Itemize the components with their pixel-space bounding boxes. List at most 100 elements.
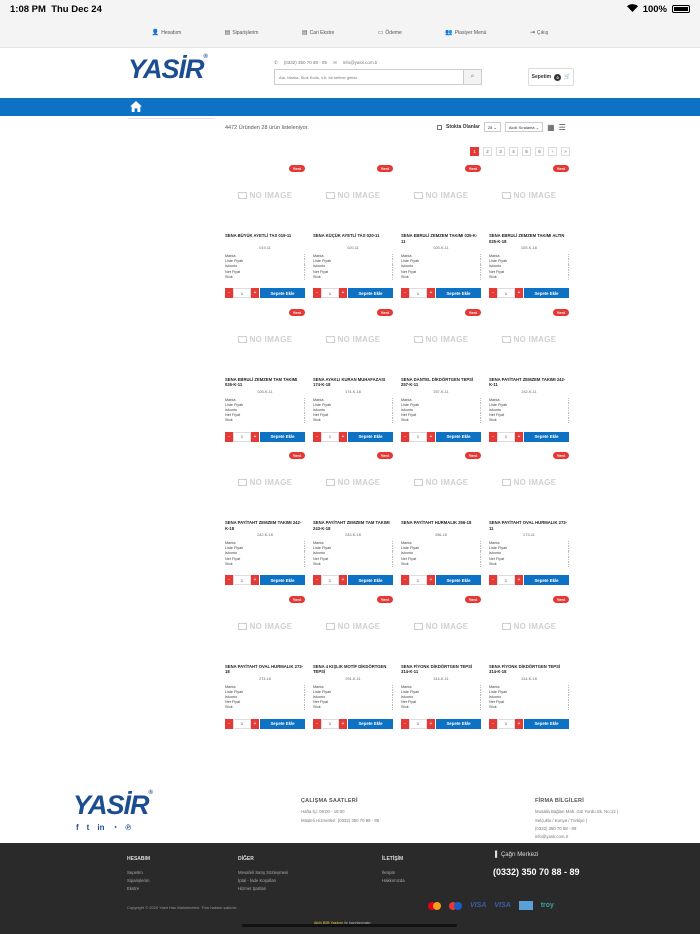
qty-input[interactable]: 1 [497,288,515,298]
qty-minus-button[interactable]: - [401,288,409,298]
no-image-placeholder[interactable]: NO IMAGE [401,335,481,344]
qty-plus-button[interactable]: + [251,718,259,729]
qty-minus-button[interactable]: - [225,575,233,585]
product-name[interactable]: SENA PAYİTAHT OVAL HURMALIK 273-11 [489,520,568,531]
add-to-cart-button[interactable]: Sepete Ekle [260,288,305,298]
add-to-cart-button[interactable]: Sepete Ekle [524,718,569,729]
no-image-placeholder[interactable]: NO IMAGE [489,335,569,344]
add-to-cart-button[interactable]: Sepete Ekle [260,431,305,442]
product-name[interactable]: SENA EBRULİ ZEMZEM TAM TAKIMI 026-K-11 [225,376,298,388]
qty-minus-button[interactable]: - [489,431,497,442]
qty-plus-button[interactable]: + [515,718,523,729]
product-name[interactable]: SENA PAYİTAHT HURMALIK 256-18 [401,520,472,525]
list-view-icon[interactable]: ☰ [558,122,566,132]
linkedin-icon[interactable]: in [97,823,105,832]
site-logo[interactable]: YASİR® [128,54,208,84]
no-image-placeholder[interactable]: NO IMAGE [401,622,481,631]
qty-input[interactable]: 1 [409,288,427,298]
product-name[interactable]: SENA AYAKLI KURAN MUHAFAZASI 174-K-18 [313,376,386,388]
add-to-cart-button[interactable]: Sepete Ekle [436,575,481,585]
page-link[interactable]: » [561,147,570,156]
no-image-placeholder[interactable]: NO IMAGE [401,478,481,487]
footer-link[interactable]: Sepetim [127,869,143,875]
qty-input[interactable]: 1 [321,288,339,298]
add-to-cart-button[interactable]: Sepete Ekle [436,431,481,442]
search-button[interactable]: ⌕ [463,70,481,84]
qty-input[interactable]: 1 [497,575,515,585]
add-to-cart-button[interactable]: Sepete Ekle [260,575,305,585]
add-to-cart-button[interactable]: Sepete Ekle [524,288,569,298]
footer-link[interactable]: Ekstre [127,885,140,891]
product-name[interactable]: SENA 4 KIŞLIK MOTİF DİKDÖRTGEN TEPSİ [313,663,387,675]
qty-minus-button[interactable]: - [401,718,409,729]
qty-input[interactable]: 1 [321,575,339,585]
page-link[interactable]: 4 [509,147,518,156]
no-image-placeholder[interactable]: NO IMAGE [313,335,393,344]
qty-plus-button[interactable]: + [515,431,523,442]
no-image-placeholder[interactable]: NO IMAGE [313,191,393,200]
product-name[interactable]: SENA BÜYÜK AYETLİ TAS 019-11 [225,233,292,238]
page-link[interactable]: 5 [522,147,531,156]
facebook-icon[interactable]: f [76,823,79,832]
qty-minus-button[interactable]: - [313,431,321,442]
no-image-placeholder[interactable]: NO IMAGE [489,478,569,487]
add-to-cart-button[interactable]: Sepete Ekle [260,718,305,729]
grid-view-icon[interactable]: ▦ [547,122,555,132]
search-input[interactable] [275,70,463,84]
twitter-icon[interactable]: t [86,823,90,832]
product-name[interactable]: SENA DANTEL DİKDÖRTGEN TEPSİ 257-K-11 [401,376,474,388]
add-to-cart-button[interactable]: Sepete Ekle [348,718,393,729]
page-link[interactable]: › [548,147,557,156]
qty-minus-button[interactable]: - [225,718,233,729]
product-name[interactable]: SENA FİYONK DİKDÖRTGEN TEPSİ 314-K-11 [401,663,473,675]
product-name[interactable]: SENA PAYİTAHT OVAL HURMALIK 273-18 [225,663,304,675]
qty-plus-button[interactable]: + [427,431,435,442]
qty-minus-button[interactable]: - [489,718,497,729]
product-name[interactable]: SENA KÜÇÜK AYETLİ TAS 020-11 [313,233,380,238]
qty-input[interactable]: 1 [233,288,251,298]
qty-input[interactable]: 1 [409,431,427,442]
qty-input[interactable]: 1 [497,718,515,729]
page-link[interactable]: 6 [535,147,544,156]
product-name[interactable]: SENA FİYONK DİKDÖRTGEN TEPSİ 314-K-18 [489,663,561,675]
no-image-placeholder[interactable]: NO IMAGE [489,191,569,200]
qty-minus-button[interactable]: - [489,575,497,585]
in-stock-checkbox[interactable] [437,124,442,130]
no-image-placeholder[interactable]: NO IMAGE [225,191,305,200]
page-link[interactable]: 1 [470,147,479,156]
qty-plus-button[interactable]: + [339,718,347,729]
product-name[interactable]: SENA EBRULİ ZEMZEM TAKIMI 025-K-11 [401,233,478,244]
qty-plus-button[interactable]: + [251,288,259,298]
qty-minus-button[interactable]: - [313,575,321,585]
qty-input[interactable]: 1 [409,718,427,729]
qty-minus-button[interactable]: - [401,575,409,585]
no-image-placeholder[interactable]: NO IMAGE [489,622,569,631]
add-to-cart-button[interactable]: Sepete Ekle [348,288,393,298]
product-name[interactable]: SENA PAYİTAHT ZEMZEM TAKIMI 242-K-18 [225,520,302,531]
qty-plus-button[interactable]: + [515,575,523,585]
top-nav-item[interactable]: ▭ Ödeme [378,29,402,36]
qty-minus-button[interactable]: - [313,288,321,298]
qty-plus-button[interactable]: + [339,288,347,298]
footer-link[interactable]: İptal - İade Koşulları [238,877,277,883]
product-name[interactable]: SENA PAYİTAHT ZEMZEM TAM TAKIMI 243-K-18 [313,520,390,531]
top-nav-item[interactable]: 👥 Plasiyer Menü [445,29,486,36]
qty-plus-button[interactable]: + [427,288,435,298]
qty-minus-button[interactable]: - [225,431,233,442]
footer-link[interactable]: Hakkımızda [382,877,405,883]
rss-icon[interactable]: ◔ [112,823,118,832]
add-to-cart-button[interactable]: Sepete Ekle [348,575,393,585]
no-image-placeholder[interactable]: NO IMAGE [225,478,305,487]
qty-plus-button[interactable]: + [427,718,435,729]
qty-plus-button[interactable]: + [339,575,347,585]
top-nav-item[interactable]: ▤ Siparişlerim [225,29,259,36]
no-image-placeholder[interactable]: NO IMAGE [313,478,393,487]
footer-link[interactable]: Mesafeli Satış Sözleşmesi [238,869,289,875]
product-name[interactable]: SENA EBRULİ ZEMZEM TAKIMI ALTIN 025-K-18 [489,233,565,244]
footer-link[interactable]: Hizmet Şartları [238,885,267,891]
qty-minus-button[interactable]: - [313,718,321,729]
top-nav-item[interactable]: ▤ Cari Ekstre [302,29,334,36]
footer-logo[interactable]: YASİR® [73,790,153,820]
qty-input[interactable]: 1 [233,431,251,442]
no-image-placeholder[interactable]: NO IMAGE [225,622,305,631]
